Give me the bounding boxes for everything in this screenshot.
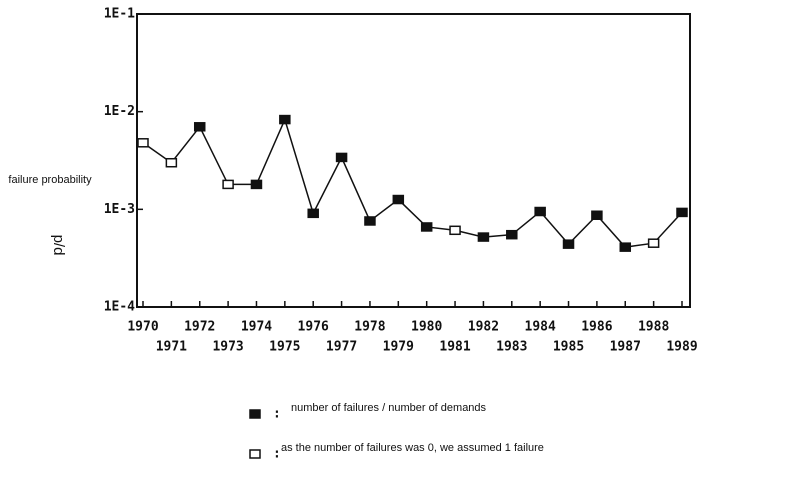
data-point [250, 179, 263, 190]
data-point [392, 194, 405, 205]
data-point [619, 242, 632, 252]
x-tick-label: 1981 [439, 340, 470, 355]
x-tick-label: 1986 [581, 320, 612, 335]
data-point [165, 157, 178, 168]
data-point [193, 122, 206, 132]
x-tick-label: 1983 [496, 340, 527, 355]
data-point [591, 210, 603, 220]
data-point [477, 232, 490, 242]
legend-marker [249, 449, 261, 459]
x-tick-label: 1987 [610, 340, 641, 355]
y-tick-label: 1E-3 [104, 202, 135, 217]
x-tick-label: 1978 [354, 320, 385, 335]
x-tick-label: 1977 [326, 340, 357, 355]
data-point [676, 207, 688, 218]
data-point [647, 238, 660, 248]
data-point [506, 229, 518, 240]
x-tick-label: 1976 [298, 320, 329, 335]
plot-frame [136, 13, 691, 308]
data-point [222, 179, 234, 190]
data-point [335, 152, 348, 163]
x-tick-label: 1980 [411, 320, 442, 335]
legend-colon: : [273, 407, 281, 422]
data-point [449, 225, 461, 236]
x-tick-label: 1975 [269, 340, 300, 355]
data-point [534, 206, 546, 217]
y-axis-unit: p/d [50, 235, 67, 256]
y-tick-label: 1E-1 [104, 7, 135, 22]
x-tick-label: 1971 [156, 340, 187, 355]
x-tick-label: 1974 [241, 320, 272, 335]
x-tick-label: 1985 [553, 340, 584, 355]
x-tick-label: 1988 [638, 320, 669, 335]
legend-label: as the number of failures was 0, we assu… [281, 442, 544, 454]
x-tick-label: 1984 [525, 320, 556, 335]
legend-colon: : [273, 447, 281, 462]
data-point [364, 216, 376, 226]
legend-marker [249, 409, 261, 419]
data-point [137, 138, 149, 148]
x-tick-label: 1979 [383, 340, 414, 355]
y-axis-label: failure probability [8, 174, 92, 186]
data-point [420, 222, 433, 232]
x-tick-label: 1982 [468, 320, 499, 335]
data-point [279, 114, 291, 125]
data-point [562, 239, 575, 249]
x-tick-label: 1970 [127, 320, 158, 335]
y-tick-label: 1E-4 [104, 300, 135, 315]
x-tick-label: 1989 [666, 340, 697, 355]
y-tick-label: 1E-2 [104, 104, 135, 119]
legend-label: number of failures / number of demands [291, 402, 487, 414]
x-tick-label: 1973 [212, 340, 243, 355]
data-point [307, 208, 319, 219]
x-tick-label: 1972 [184, 320, 215, 335]
